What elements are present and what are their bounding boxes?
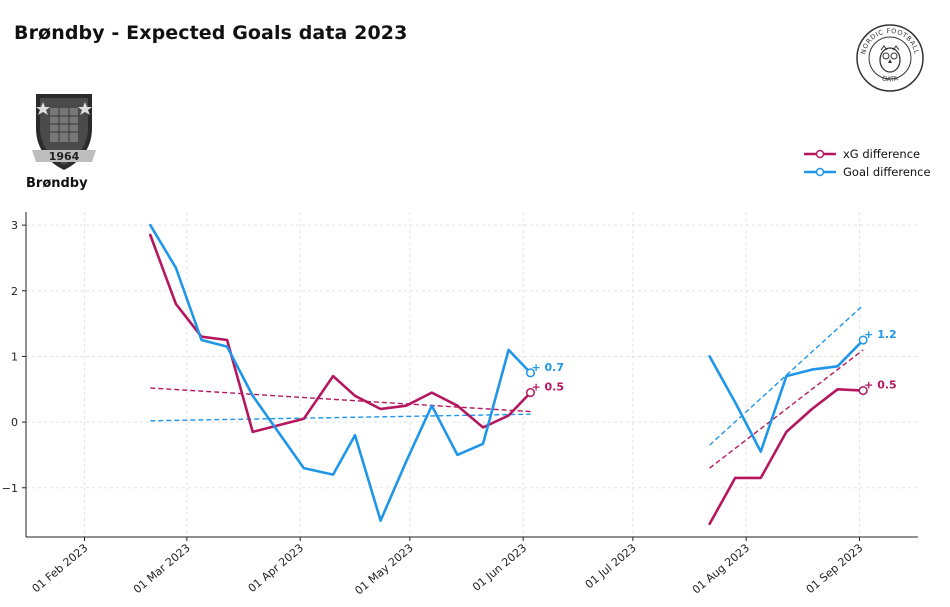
trend-line-goal xyxy=(709,304,864,446)
x-tick-label: 01 Aug 2023 xyxy=(690,541,752,596)
legend-label-goal: Goal difference xyxy=(843,165,931,179)
y-tick-label: −1 xyxy=(2,482,18,495)
end-marker-xg xyxy=(525,388,536,398)
svg-text:DATA: DATA xyxy=(881,74,899,84)
legend-swatch-goal xyxy=(804,167,836,177)
x-tick-label: 01 Jul 2023 xyxy=(583,541,639,591)
legend-item-xg: xG difference xyxy=(803,145,931,163)
end-value-label-goal: + 1.2 xyxy=(864,328,897,341)
end-marker-goal xyxy=(858,335,868,345)
series-line-xg xyxy=(149,233,532,434)
end-value-label-xg: + 0.5 xyxy=(864,379,897,392)
end-value-label-goal: + 0.7 xyxy=(531,361,564,374)
team-name: Brøndby xyxy=(26,176,88,191)
legend-item-goal: Goal difference xyxy=(803,163,931,181)
end-value-label-xg: + 0.5 xyxy=(531,381,564,394)
team-crest-icon: 1964 xyxy=(32,94,96,170)
x-tick-label: 01 May 2023 xyxy=(352,541,415,597)
logo-text-bottom: DATA xyxy=(881,74,899,84)
end-marker-goal xyxy=(525,368,536,378)
x-tick-label: 01 Apr 2023 xyxy=(246,541,306,595)
x-tick-label: 01 Feb 2023 xyxy=(30,541,91,595)
x-tick-label: 01 Jun 2023 xyxy=(470,541,529,593)
series-line-goal xyxy=(149,223,532,522)
end-marker-xg xyxy=(858,386,868,396)
trend-line-xg xyxy=(709,349,864,469)
legend-swatch-xg xyxy=(804,149,836,159)
crest-year: 1964 xyxy=(49,150,80,163)
nordic-football-data-logo-icon: NORDIC FOOTBALL DATA xyxy=(856,24,924,92)
series-line-xg xyxy=(708,387,865,526)
y-tick-label: 3 xyxy=(11,219,18,232)
chart-title: Brøndby - Expected Goals data 2023 xyxy=(14,22,408,44)
x-tick-label: 01 Sep 2023 xyxy=(804,541,866,596)
legend-label-xg: xG difference xyxy=(843,147,921,161)
series-line-goal xyxy=(708,338,865,453)
trend-line-xg xyxy=(150,387,531,413)
x-tick-label: 01 Mar 2023 xyxy=(131,541,193,596)
y-tick-label: 2 xyxy=(11,285,18,298)
y-tick-label: 1 xyxy=(11,350,18,363)
chart-legend: xG difference Goal difference xyxy=(803,145,931,181)
y-tick-label: 0 xyxy=(11,416,18,429)
